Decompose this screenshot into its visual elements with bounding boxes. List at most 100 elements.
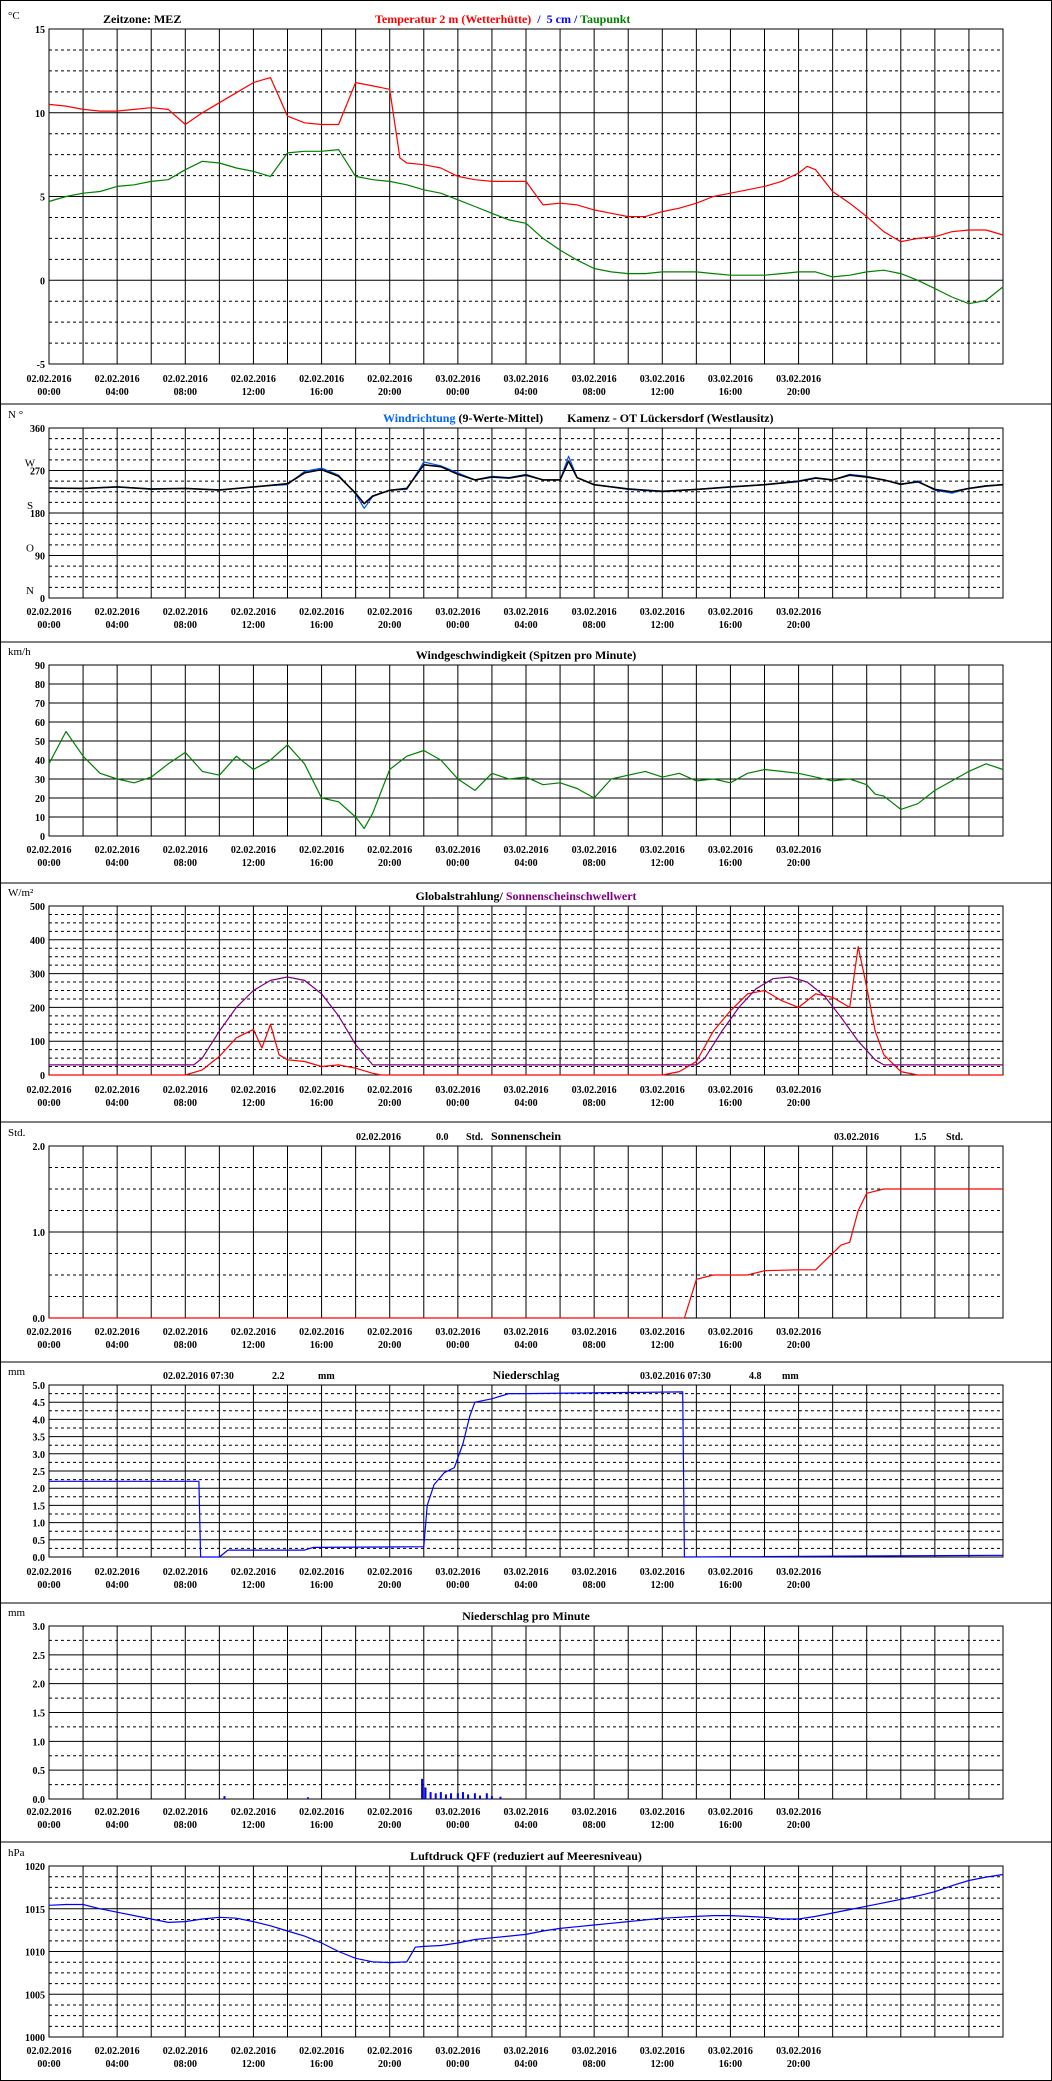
x-tick-date: 02.02.2016: [163, 607, 208, 618]
chart-panel-4: 500 400 300 200 100 0 W/m² Globalstrahlung/ Son…: [8, 887, 1004, 1109]
x-tick-date: 02.02.2016: [367, 845, 412, 856]
panel-title: Windrichtung (9-Werte-Mittel) Kamenz - O…: [383, 411, 774, 425]
x-tick-time: 20:00: [787, 1340, 810, 1351]
x-tick-time: 20:00: [787, 1820, 810, 1831]
x-tick-time: 00:00: [446, 1340, 469, 1351]
chart-panel-6: 5.0 4.5 4.0 3.5 3.0 2.5 2.0 1.5 1.0 0.5 0.0 mm Niede…: [8, 1366, 1004, 1591]
y-tick-label: 200: [30, 1003, 45, 1014]
x-tick-date: 03.02.2016: [708, 1327, 753, 1338]
panel-title-part: Sonnenschein: [491, 1129, 561, 1143]
x-tick-time: 16:00: [310, 620, 333, 631]
precip-minute-bar: [439, 1792, 442, 1799]
x-tick-time: 16:00: [310, 2059, 333, 2070]
chart-panel-3: 90 80 70 60 50 40 30 20 10 0 km/h Windgeschwindigke…: [8, 646, 1004, 869]
precip-minute-bar: [444, 1794, 447, 1799]
x-tick-date: 03.02.2016: [435, 607, 480, 618]
x-tick-date: 03.02.2016: [504, 374, 549, 385]
precip-minute-bar: [461, 1792, 464, 1799]
x-tick-date: 02.02.2016: [299, 2046, 344, 2057]
x-tick-date: 02.02.2016: [27, 1327, 72, 1338]
x-tick-time: 12:00: [242, 620, 265, 631]
x-tick-date: 03.02.2016: [776, 607, 821, 618]
y-tick-label: 3.0: [33, 1450, 46, 1461]
y-tick-label: 500: [30, 902, 45, 913]
x-tick-time: 16:00: [719, 620, 742, 631]
unit-label: mm: [8, 1366, 26, 1378]
x-tick-date: 02.02.2016: [95, 845, 140, 856]
x-tick-date: 02.02.2016: [95, 2046, 140, 2057]
summary-value: 1.5: [914, 1132, 927, 1143]
x-tick-date: 02.02.2016: [367, 1327, 412, 1338]
x-tick-time: 20:00: [378, 1340, 401, 1351]
x-tick-time: 16:00: [310, 387, 333, 398]
x-tick-date: 03.02.2016: [776, 2046, 821, 2057]
summary-value: 2.2: [272, 1371, 285, 1382]
x-tick-date: 03.02.2016: [572, 607, 617, 618]
chart-panel-7: 3.0 2.5 2.0 1.5 1.0 0.5 0.0 mm Niederschlag pro …: [8, 1607, 1004, 1831]
precip-minute-bar: [499, 1796, 502, 1799]
x-tick-time: 00:00: [446, 1098, 469, 1109]
y-tick-label: 2.5: [33, 1467, 46, 1478]
x-tick-time: 20:00: [378, 1580, 401, 1591]
x-tick-time: 00:00: [37, 858, 60, 869]
chart-panel-8: 1020 1015 1010 1005 1000 hPa Luftdruck QFF (re…: [8, 1847, 1004, 2070]
unit-label: hPa: [8, 1847, 25, 1859]
x-tick-time: 00:00: [37, 1098, 60, 1109]
x-tick-time: 20:00: [378, 620, 401, 631]
x-tick-time: 08:00: [174, 1340, 197, 1351]
x-tick-time: 08:00: [582, 1340, 605, 1351]
x-tick-date: 03.02.2016: [776, 1085, 821, 1096]
x-tick-date: 02.02.2016: [27, 374, 72, 385]
x-tick-time: 04:00: [514, 1820, 537, 1831]
x-tick-date: 03.02.2016: [640, 1085, 685, 1096]
x-tick-time: 08:00: [174, 858, 197, 869]
x-tick-date: 02.02.2016: [27, 845, 72, 856]
y-tick-label: 1.0: [33, 1737, 46, 1748]
y-tick-label: 2.0: [33, 1680, 46, 1691]
x-tick-date: 03.02.2016: [640, 607, 685, 618]
panel-title-part: Windgeschwindigkeit (Spitzen pro Minute): [416, 648, 637, 662]
x-tick-date: 03.02.2016: [504, 1327, 549, 1338]
x-tick-date: 03.02.2016: [708, 1807, 753, 1818]
y-tick-label: 90: [35, 661, 45, 672]
y-tick-label: 90: [35, 552, 45, 563]
x-tick-date: 03.02.2016: [640, 1807, 685, 1818]
x-tick-date: 03.02.2016: [776, 1807, 821, 1818]
summary-date: 03.02.2016: [834, 1132, 879, 1143]
x-tick-time: 16:00: [719, 1580, 742, 1591]
x-tick-date: 02.02.2016: [163, 1085, 208, 1096]
x-tick-time: 12:00: [651, 1580, 674, 1591]
x-tick-date: 03.02.2016: [435, 2046, 480, 2057]
x-tick-date: 03.02.2016: [776, 374, 821, 385]
x-tick-time: 08:00: [174, 620, 197, 631]
x-tick-date: 03.02.2016: [640, 845, 685, 856]
x-tick-time: 08:00: [582, 1820, 605, 1831]
x-tick-time: 08:00: [174, 1098, 197, 1109]
summary-date: 02.02.2016: [356, 1132, 401, 1143]
x-tick-time: 20:00: [378, 858, 401, 869]
y-tick-label: 5: [40, 193, 45, 204]
summary-unit: Std.: [466, 1132, 483, 1143]
x-tick-time: 08:00: [582, 620, 605, 631]
x-tick-date: 02.02.2016: [231, 374, 276, 385]
x-tick-time: 20:00: [378, 2059, 401, 2070]
x-tick-time: 12:00: [651, 620, 674, 631]
x-tick-time: 04:00: [105, 858, 128, 869]
summary-date: 03.02.2016 07:30: [640, 1371, 711, 1382]
x-tick-date: 02.02.2016: [367, 374, 412, 385]
y-tick-label: 4.5: [33, 1398, 46, 1409]
x-tick-time: 08:00: [582, 1098, 605, 1109]
x-tick-date: 02.02.2016: [299, 1085, 344, 1096]
summary-value: 0.0: [436, 1132, 449, 1143]
y-tick-label: 1010: [25, 1948, 45, 1959]
y-tick-label: 0.0: [33, 1553, 46, 1564]
x-tick-date: 02.02.2016: [95, 1567, 140, 1578]
x-tick-time: 16:00: [310, 1098, 333, 1109]
y-tick-label: 1.5: [33, 1709, 46, 1720]
x-tick-date: 03.02.2016: [708, 845, 753, 856]
compass-label: W: [25, 458, 36, 470]
x-tick-time: 00:00: [446, 2059, 469, 2070]
x-tick-time: 04:00: [514, 1098, 537, 1109]
x-tick-date: 03.02.2016: [572, 1327, 617, 1338]
y-tick-label: 1.0: [33, 1519, 46, 1530]
